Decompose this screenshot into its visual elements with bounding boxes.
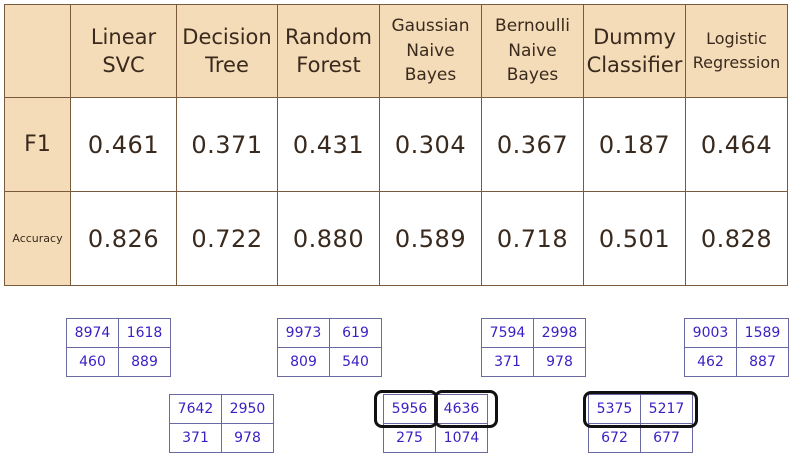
cm-cell: 5956 [383, 394, 436, 424]
cm-cell: 1074 [435, 423, 488, 453]
header-line: Random [285, 24, 372, 49]
cm-cell: 540 [329, 347, 382, 377]
accuracy-value: 0.589 [379, 191, 482, 286]
cm-cell: 1589 [736, 318, 789, 348]
cm-cell: 4636 [435, 394, 488, 424]
cm-cell: 887 [736, 347, 789, 377]
cm-cell: 677 [640, 423, 693, 453]
header-decision-tree: Decision Tree [176, 4, 278, 98]
header-line: Linear [90, 24, 157, 49]
header-line: Logistic [706, 29, 767, 48]
confusion-matrix-gaussian-naive-bayes: 5956 4636 275 1074 [383, 394, 488, 453]
confusion-matrix-dummy-classifier: 5375 5217 672 677 [588, 394, 693, 453]
header-row: Linear SVC Decision Tree Random Forest Gaus… [4, 4, 788, 98]
confusion-matrix-logistic-regression: 9003 1589 462 887 [684, 318, 789, 377]
cm-cell: 7594 [481, 318, 534, 348]
row-label-f1: F1 [4, 97, 71, 192]
cm-cell: 371 [169, 423, 222, 453]
header-line: Bernoulli [495, 16, 570, 37]
cm-cell: 275 [383, 423, 436, 453]
confusion-matrix-random-forest: 9973 619 809 540 [277, 318, 382, 377]
header-dummy-classifier: Dummy Classifier [583, 4, 686, 98]
header-random-forest: Random Forest [277, 4, 380, 98]
cm-cell: 462 [684, 347, 737, 377]
confusion-matrix-linear-svc: 8974 1618 460 889 [66, 318, 171, 377]
cm-cell: 2998 [533, 318, 586, 348]
f1-row: F1 0.461 0.371 0.431 0.304 0.367 0.187 0… [4, 97, 788, 192]
highlight-gaussian-fp [434, 390, 498, 428]
highlight-dummy-top-row [583, 391, 698, 428]
accuracy-value: 0.501 [583, 191, 686, 286]
cm-cell: 5217 [640, 394, 693, 424]
cm-cell: 8974 [66, 318, 119, 348]
confusion-matrix-decision-tree: 7642 2950 371 978 [169, 394, 274, 453]
cm-cell: 978 [221, 423, 274, 453]
cm-cell: 809 [277, 347, 330, 377]
accuracy-value: 0.880 [277, 191, 380, 286]
accuracy-value: 0.722 [176, 191, 278, 286]
accuracy-value: 0.826 [70, 191, 177, 286]
header-line: Dummy [593, 24, 676, 49]
header-bernoulli-naive-bayes: Bernoulli Naive Bayes [481, 4, 584, 98]
header-logistic-regression: Logistic Regression [685, 4, 788, 98]
f1-value: 0.304 [379, 97, 482, 192]
header-line: Tree [205, 53, 249, 77]
header-linear-svc: Linear SVC [70, 4, 177, 98]
header-gaussian-naive-bayes: Gaussian Naive Bayes [379, 4, 482, 98]
highlight-gaussian-tn [374, 390, 438, 428]
header-line: Bayes [506, 65, 559, 86]
header-line: Gaussian [391, 16, 470, 37]
f1-value: 0.187 [583, 97, 686, 192]
header-line: Forest [296, 53, 361, 77]
cm-cell: 9973 [277, 318, 330, 348]
cm-cell: 2950 [221, 394, 274, 424]
f1-value: 0.431 [277, 97, 380, 192]
f1-value: 0.464 [685, 97, 788, 192]
f1-value: 0.461 [70, 97, 177, 192]
header-line: Decision [182, 24, 272, 49]
row-label-accuracy: Accuracy [4, 191, 71, 286]
cm-cell: 889 [118, 347, 171, 377]
header-line: Naive [406, 40, 455, 61]
cm-cell: 5375 [588, 394, 641, 424]
cm-cell: 371 [481, 347, 534, 377]
cm-cell: 978 [533, 347, 586, 377]
confusion-matrix-bernoulli-naive-bayes: 7594 2998 371 978 [481, 318, 586, 377]
header-line: Naive [508, 40, 557, 61]
header-line: Classifier [586, 53, 683, 77]
cm-cell: 1618 [118, 318, 171, 348]
accuracy-value: 0.828 [685, 191, 788, 286]
cm-cell: 9003 [684, 318, 737, 348]
cm-cell: 672 [588, 423, 641, 453]
cm-cell: 460 [66, 347, 119, 377]
accuracy-row: Accuracy 0.826 0.722 0.880 0.589 0.718 0… [4, 191, 788, 286]
f1-value: 0.367 [481, 97, 584, 192]
results-table: Linear SVC Decision Tree Random Forest Gaus… [4, 4, 788, 286]
corner-cell [4, 4, 71, 98]
header-line: Regression [692, 53, 781, 72]
cm-cell: 619 [329, 318, 382, 348]
header-line: Bayes [404, 65, 457, 86]
f1-value: 0.371 [176, 97, 278, 192]
accuracy-value: 0.718 [481, 191, 584, 286]
header-line: SVC [102, 53, 145, 77]
cm-cell: 7642 [169, 394, 222, 424]
